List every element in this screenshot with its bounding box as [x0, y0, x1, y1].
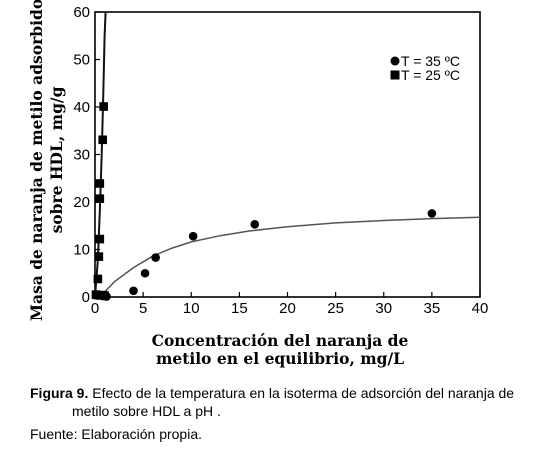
x-tick-label: 40 [472, 300, 489, 317]
x-tick-label: 25 [327, 300, 344, 317]
caption-text-line1: Efecto de la temperatura en la isoterma … [88, 385, 515, 401]
point-25c [95, 194, 105, 203]
point-25c [95, 234, 105, 244]
point-35c [151, 253, 160, 262]
point-25c [94, 252, 104, 261]
data-points [91, 102, 437, 301]
y-tick-label: 60 [73, 4, 90, 21]
x-axis-ticks: 0 5 10 15 20 25 30 35 40 [91, 292, 489, 317]
fit-curve-35c [99, 216, 481, 298]
x-tick-label: 0 [91, 300, 99, 317]
y-tick-label: 40 [73, 99, 90, 116]
y-axis-title-line1: Masa de naranja de metilo adsorbido [27, 0, 46, 321]
point-25c [100, 291, 109, 300]
isotherm-chart: 0 5 10 15 20 25 30 35 40 0 10 20 30 40 50 60 T = 35 ºC… [27, 0, 489, 368]
figure-source: Fuente: Elaboración propia. [30, 426, 202, 442]
legend-label-35c: T = 35 ºC [401, 53, 460, 69]
x-tick-label: 20 [279, 300, 296, 317]
y-tick-label: 10 [73, 242, 90, 259]
point-35c [188, 231, 198, 241]
point-25c [95, 179, 105, 188]
point-25c [93, 290, 103, 300]
y-tick-label: 0 [82, 289, 90, 306]
x-tick-label: 5 [139, 300, 147, 317]
point-35c [250, 220, 260, 229]
y-axis-title-line2: sobre HDL, mg/g [47, 86, 66, 233]
point-35c [129, 286, 138, 296]
y-tick-label: 30 [73, 147, 90, 164]
y-tick-label: 50 [73, 52, 90, 69]
x-tick-label: 30 [375, 300, 392, 317]
x-axis-title-line2: metilo en el equilibrio, mg/L [156, 349, 404, 368]
legend: T = 35 ºC T = 25 ºC [390, 53, 460, 83]
legend-label-25c: T = 25 ºC [401, 67, 460, 83]
caption-text-line2: metilo sobre HDL a pH . [72, 403, 221, 419]
legend-marker-35c [390, 56, 400, 66]
x-tick-label: 15 [231, 300, 248, 317]
point-35c [140, 268, 150, 278]
x-tick-label: 10 [183, 300, 200, 317]
point-25c [99, 102, 108, 111]
legend-marker-25c [390, 70, 400, 80]
point-35c [427, 209, 437, 218]
caption-label: Figura 9. [30, 385, 89, 401]
x-tick-label: 35 [424, 300, 441, 317]
figure-caption: Figura 9. Efecto de la temperatura en la… [30, 384, 542, 420]
y-tick-label: 20 [73, 194, 90, 211]
x-axis-title-line1: Concentración del naranja de [152, 331, 409, 350]
point-25c [93, 274, 103, 284]
point-25c [98, 135, 107, 145]
